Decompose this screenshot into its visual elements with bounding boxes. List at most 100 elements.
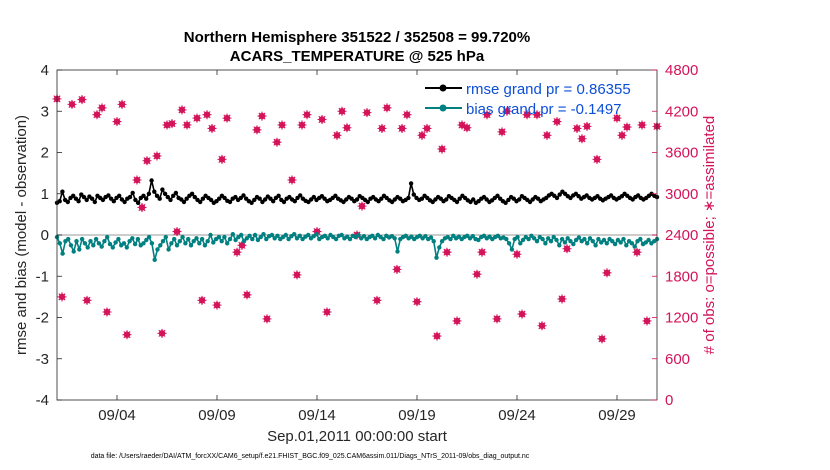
rmse-point xyxy=(503,200,508,205)
rmse-point xyxy=(146,191,152,196)
obs-count-star xyxy=(57,292,67,302)
rmse-point xyxy=(557,192,562,197)
rmse-point xyxy=(241,193,246,198)
bias-point xyxy=(434,255,439,260)
obs-count-star xyxy=(92,110,102,120)
rmse-point xyxy=(233,194,238,200)
obs-count-point xyxy=(167,119,177,129)
bias-point xyxy=(227,236,233,242)
bias-point xyxy=(392,236,397,241)
bias-point xyxy=(587,236,593,241)
bias-point xyxy=(515,234,520,240)
obs-count-point xyxy=(492,314,502,324)
rmse-point xyxy=(276,193,281,198)
obs-count-point xyxy=(637,120,647,130)
obs-count-star xyxy=(197,295,207,305)
obs-count-point xyxy=(582,121,592,131)
bias-point xyxy=(160,239,166,244)
bias-point xyxy=(381,236,386,242)
obs-count-point xyxy=(357,201,367,211)
bias-point xyxy=(116,236,121,242)
rmse-point xyxy=(454,199,460,205)
obs-count-point xyxy=(592,154,602,164)
x-axis-label: Sep.01,2011 00:00:00 start xyxy=(267,428,448,445)
bias-point xyxy=(163,234,168,240)
obs-count-point xyxy=(382,103,392,113)
y-tick-left-label: 0 xyxy=(41,227,49,244)
bias-point xyxy=(339,232,344,238)
obs-count-star xyxy=(342,123,352,133)
rmse-point xyxy=(135,200,141,205)
bias-point xyxy=(127,239,132,244)
rmse-point xyxy=(227,199,233,205)
obs-count-star xyxy=(372,295,382,305)
obs-count-star xyxy=(122,330,132,340)
obs-count-star xyxy=(382,103,392,113)
obs-count-star xyxy=(317,115,327,124)
bias-point xyxy=(532,236,537,241)
x-tick-label: 09/09 xyxy=(198,407,236,424)
y-tick-right-label: 1800 xyxy=(665,268,698,285)
rmse-point xyxy=(122,199,127,205)
rmse-point xyxy=(154,193,160,198)
x-tick-label: 09/04 xyxy=(98,407,136,424)
chart-title-line1: Northern Hemisphere 351522 / 352508 = 99… xyxy=(184,29,530,46)
obs-count-star xyxy=(632,247,642,257)
bias-point xyxy=(177,239,182,244)
obs-count-point xyxy=(242,290,252,300)
bias-point xyxy=(476,237,481,243)
obs-count-point xyxy=(202,110,212,120)
bias-point xyxy=(110,245,116,250)
bias-point xyxy=(559,236,565,242)
bias-point xyxy=(252,232,258,238)
bias-point xyxy=(565,236,570,241)
obs-count-star xyxy=(277,120,287,130)
obs-count-point xyxy=(157,328,167,338)
obs-count-star xyxy=(132,175,142,185)
bias-point xyxy=(551,234,556,240)
obs-count-star xyxy=(612,113,622,123)
obs-count-star xyxy=(572,123,582,133)
obs-count-point xyxy=(222,113,232,123)
rmse-point xyxy=(133,197,138,203)
bias-point xyxy=(269,232,275,238)
obs-count-star xyxy=(77,95,87,105)
bias-point xyxy=(77,247,82,252)
axes: 09/04 09/09 09/14 09/19 09/24 09/29 -4 -3 -2 -1 0 1… xyxy=(36,62,699,424)
bias-point xyxy=(604,241,609,246)
legend: rmse grand pr = 0.86355 bias grand pr = … xyxy=(425,81,631,118)
obs-count-star xyxy=(602,268,612,278)
obs-count-star xyxy=(462,123,472,133)
obs-count-star xyxy=(577,134,587,144)
obs-count-point xyxy=(177,105,187,115)
obs-count-star xyxy=(582,121,592,131)
bias-point xyxy=(562,240,568,245)
obs-count-point xyxy=(452,316,462,326)
y-tick-right-label: 3600 xyxy=(665,145,698,162)
bias-point xyxy=(85,245,90,250)
bias-point xyxy=(174,243,180,248)
obs-count-star xyxy=(637,120,647,130)
bias-point xyxy=(590,239,595,244)
rmse-point xyxy=(222,195,227,201)
bias-point xyxy=(593,243,598,248)
obs-count-point xyxy=(572,123,582,133)
rmse-point xyxy=(333,193,338,198)
rmse-point xyxy=(379,196,384,201)
bias-point xyxy=(233,237,238,243)
bias-point xyxy=(573,237,579,243)
obs-count-star xyxy=(557,294,567,304)
bias-point xyxy=(202,243,208,248)
bias-point xyxy=(518,241,523,246)
bias-point xyxy=(102,239,107,244)
bias-point xyxy=(504,236,509,242)
bias-point xyxy=(130,236,135,241)
obs-count-point xyxy=(337,106,347,116)
obs-count-point xyxy=(392,264,402,274)
y-tick-left-label: -3 xyxy=(36,351,49,368)
rmse-point xyxy=(92,199,98,205)
bias-point xyxy=(230,232,235,237)
x-tick-label: 09/19 xyxy=(398,407,436,424)
obs-count-point xyxy=(92,110,102,120)
